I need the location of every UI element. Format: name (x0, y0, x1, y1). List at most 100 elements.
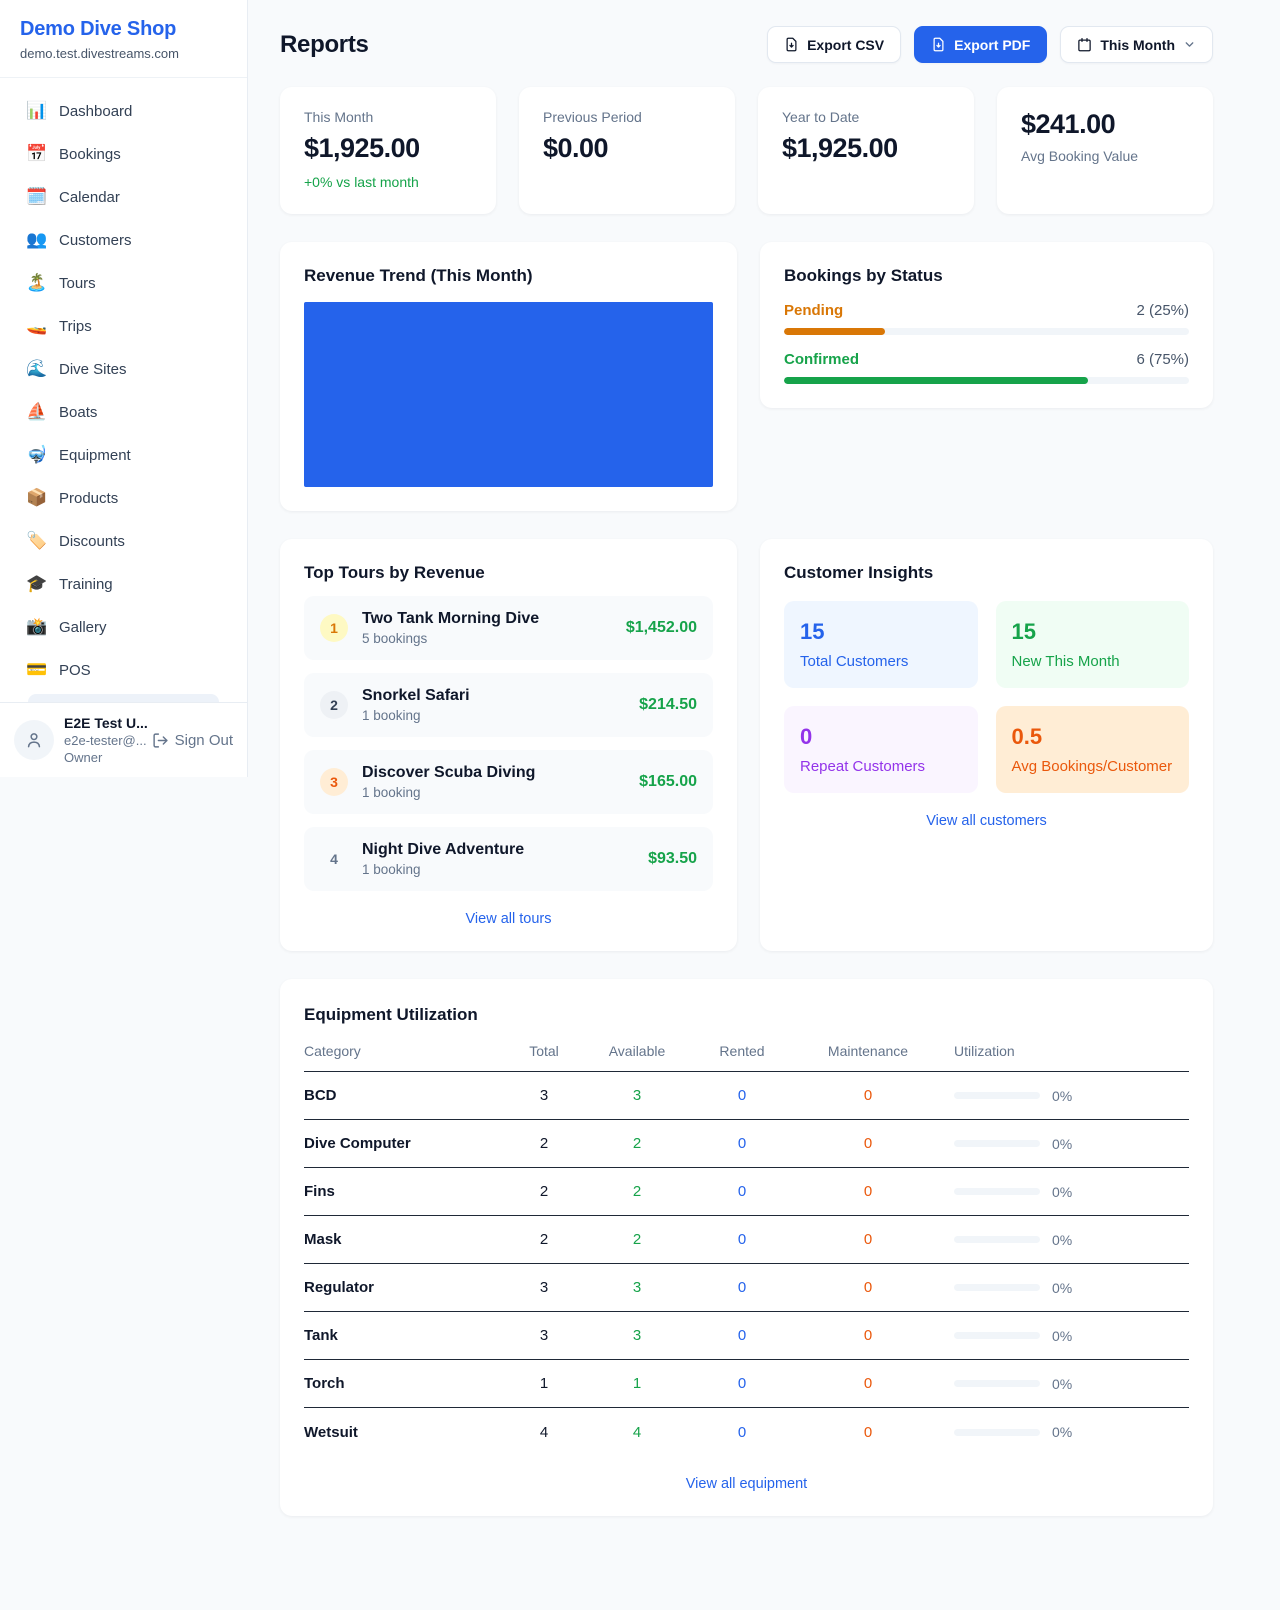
tour-bookings: 1 booking (362, 785, 421, 800)
tour-bookings: 1 booking (362, 708, 421, 723)
cell-category: Mask (304, 1231, 342, 1248)
utilization-bar-track (954, 1236, 1040, 1243)
export-csv-label: Export CSV (807, 36, 885, 53)
sidebar-item-discounts[interactable]: 🏷️ Discounts (14, 522, 233, 560)
status-row-confirmed: Confirmed 6 (75%) (784, 351, 1189, 384)
discounts-icon: 🏷️ (26, 531, 48, 550)
sidebar-item-bookings[interactable]: 📅 Bookings (14, 135, 233, 173)
stat-card-year-to-date: Year to Date $1,925.00 (758, 87, 974, 214)
bookings-by-status-title: Bookings by Status (784, 266, 943, 285)
page-title: Reports (280, 30, 369, 58)
insight-label: New This Month (1011, 653, 1120, 670)
view-all-tours-link[interactable]: View all tours (465, 911, 552, 927)
cell-category: Fins (304, 1183, 335, 1200)
table-row: Torch 1 1 0 0 0% (304, 1360, 1189, 1408)
sidebar-item-calendar[interactable]: 🗓️ Calendar (14, 178, 233, 216)
tour-bookings: 5 bookings (362, 631, 428, 646)
view-all-equipment-link[interactable]: View all equipment (685, 1476, 808, 1492)
cell-utilization: 0% (934, 1088, 1189, 1104)
user-name: E2E Test U... (64, 715, 148, 731)
export-pdf-button[interactable]: Export PDF (914, 26, 1048, 63)
sidebar-item-label: Bookings (59, 145, 121, 163)
cell-total: 3 (539, 1327, 549, 1344)
sidebar-item-dashboard[interactable]: 📊 Dashboard (14, 92, 233, 130)
tour-name: Discover Scuba Diving (362, 764, 536, 781)
cell-maintenance: 0 (863, 1087, 873, 1104)
cell-available: 2 (632, 1183, 642, 1200)
insight-value: 0 (800, 724, 813, 749)
cell-rented: 0 (737, 1231, 747, 1248)
column-header-rented: Rented (719, 1043, 765, 1059)
sidebar-item-trips[interactable]: 🚤 Trips (14, 307, 233, 345)
sidebar-item-pos[interactable]: 💳 POS (14, 651, 233, 689)
sidebar-item-gallery[interactable]: 📸 Gallery (14, 608, 233, 646)
sidebar-item-boats[interactable]: ⛵ Boats (14, 393, 233, 431)
cell-total: 2 (539, 1231, 549, 1248)
sidebar-item-products[interactable]: 📦 Products (14, 479, 233, 517)
cell-utilization: 0% (934, 1376, 1189, 1392)
period-dropdown[interactable]: This Month (1060, 26, 1213, 63)
calendar-icon: 🗓️ (26, 187, 48, 206)
sidebar-item-customers[interactable]: 👥 Customers (14, 221, 233, 259)
insight-label: Repeat Customers (800, 758, 926, 775)
sign-out-icon (153, 732, 168, 748)
sidebar-item-label: Products (59, 489, 119, 507)
cell-available: 3 (632, 1279, 642, 1296)
sidebar-item-training[interactable]: 🎓 Training (14, 565, 233, 603)
cell-total: 3 (539, 1279, 549, 1296)
table-row: BCD 3 3 0 0 0% (304, 1072, 1189, 1120)
file-download-icon (933, 37, 944, 52)
shop-name: Demo Dive Shop (20, 18, 177, 40)
stat-value: $1,925.00 (304, 133, 420, 163)
sidebar-nav: 📊 Dashboard 📅 Bookings 🗓️ Calendar 👥 Custome… (0, 78, 247, 702)
row-tours-insights: Top Tours by Revenue 1 Two Tank Morning … (280, 539, 1213, 951)
tour-revenue: $1,452.00 (625, 619, 697, 636)
revenue-trend-title: Revenue Trend (This Month) (304, 266, 533, 285)
sidebar-item-tours[interactable]: 🏝️ Tours (14, 264, 233, 302)
sidebar-item-label: Tours (59, 274, 96, 292)
user-role: Owner (64, 750, 103, 765)
chevron-down-icon (1185, 42, 1194, 47)
revenue-trend-card: Revenue Trend (This Month) (280, 242, 737, 511)
trips-icon: 🚤 (26, 316, 48, 335)
cell-rented: 0 (737, 1279, 747, 1296)
rank-badge: 2 (320, 691, 348, 719)
sidebar-item-equipment[interactable]: 🤿 Equipment (14, 436, 233, 474)
sidebar-item-label: POS (59, 661, 91, 679)
products-icon: 📦 (26, 488, 48, 507)
bookings-icon: 📅 (26, 144, 48, 163)
stat-card-this-month: This Month $1,925.00 +0% vs last month (280, 87, 496, 214)
sidebar-header: Demo Dive Shop demo.test.divestreams.com (0, 0, 247, 78)
stat-label: Previous Period (543, 109, 642, 125)
equipment-table-header: Category Total Available Rented Maintena… (304, 1043, 1189, 1072)
sign-out-button[interactable]: Sign Out (152, 732, 233, 749)
cell-maintenance: 0 (863, 1279, 873, 1296)
tour-row: 2 Snorkel Safari 1 booking $214.50 (304, 673, 713, 737)
status-bar-track (784, 377, 1189, 384)
table-row: Fins 2 2 0 0 0% (304, 1168, 1189, 1216)
sidebar-item-dive-sites[interactable]: 🌊 Dive Sites (14, 350, 233, 388)
tour-row: 1 Two Tank Morning Dive 5 bookings $1,45… (304, 596, 713, 660)
insight-label: Total Customers (800, 653, 909, 670)
status-row-pending: Pending 2 (25%) (784, 302, 1189, 335)
cell-maintenance: 0 (863, 1135, 873, 1152)
insight-value: 0.5 (1011, 724, 1043, 749)
header-actions: Export CSV Export PDF This Month (767, 26, 1213, 63)
insight-value: 15 (1011, 619, 1036, 644)
view-all-customers-link[interactable]: View all customers (926, 813, 1047, 829)
table-row: Wetsuit 4 4 0 0 0% (304, 1408, 1189, 1456)
top-tours-card: Top Tours by Revenue 1 Two Tank Morning … (280, 539, 737, 951)
sidebar-item-reports-partial[interactable] (28, 694, 219, 702)
status-label: Pending (784, 302, 844, 319)
tour-bookings: 1 booking (362, 862, 421, 877)
insight-label: Avg Bookings/Customer (1011, 758, 1173, 775)
main-content: Reports Export CSV Export PDF This Month… (248, 0, 1280, 1556)
calendar-icon (1078, 37, 1092, 52)
insight-tile-avg-bookings: 0.5 Avg Bookings/Customer (995, 706, 1189, 793)
export-csv-button[interactable]: Export CSV (767, 26, 902, 63)
cell-maintenance: 0 (863, 1375, 873, 1392)
dive-sites-icon: 🌊 (26, 359, 48, 378)
tours-icon: 🏝️ (26, 273, 48, 292)
rank-badge: 4 (330, 851, 338, 867)
cell-available: 2 (632, 1135, 642, 1152)
